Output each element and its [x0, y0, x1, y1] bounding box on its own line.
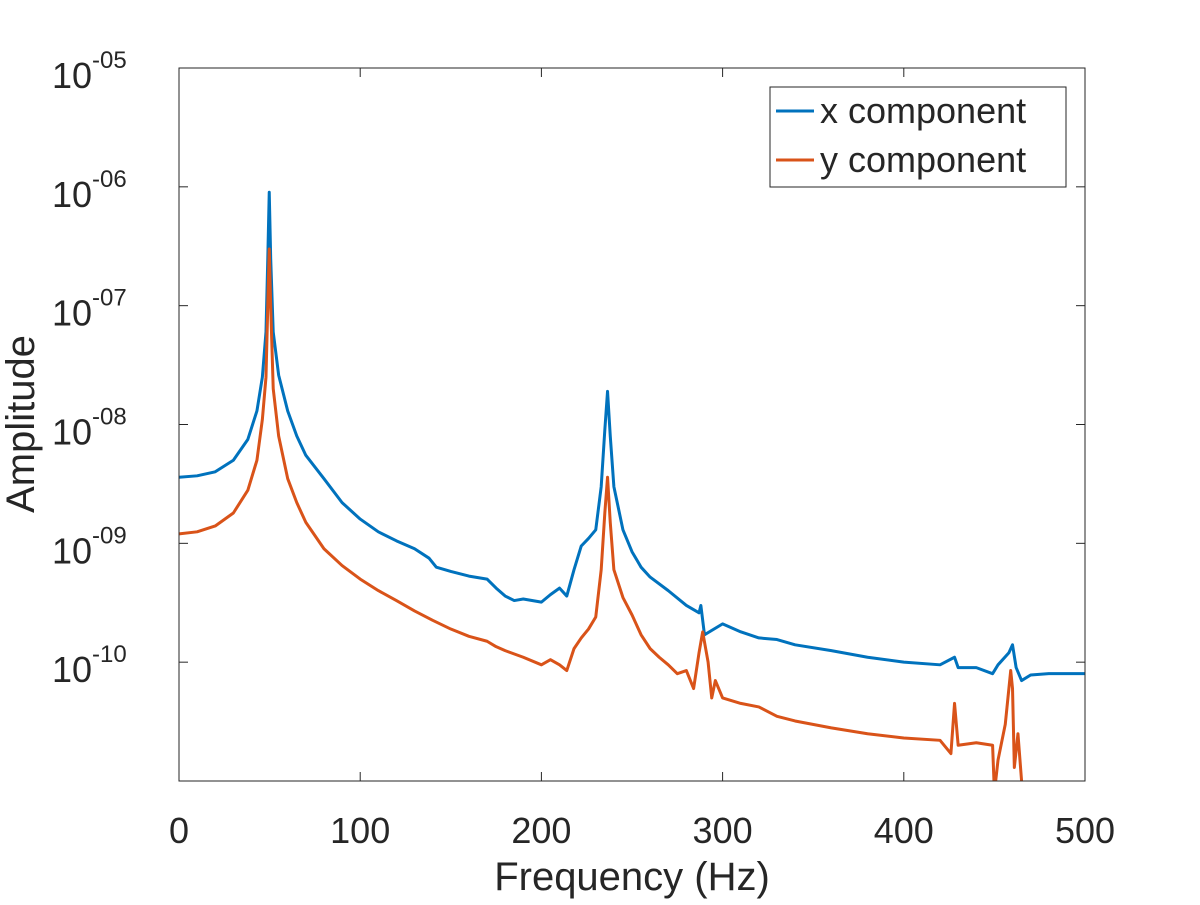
x-tick-label: 300: [693, 810, 753, 851]
y-tick-label: 10-10: [52, 641, 127, 690]
y-tick-label: 10-09: [52, 522, 127, 571]
ticks-layer: [178, 67, 1086, 781]
legend-label-y-component: y component: [820, 139, 1026, 180]
tick-labels-layer: 0 100 200 300 400 500 10-05 10-06 10-07 10-08 10-0…: [52, 47, 1115, 851]
series-line-x-component: [179, 190, 1085, 683]
x-tick-label: 200: [511, 810, 571, 851]
legend-label-x-component: x component: [820, 90, 1026, 131]
x-tick-label: 0: [169, 810, 189, 851]
x-axis-title: Frequency (Hz): [494, 855, 770, 899]
legend: x component y component: [769, 86, 1067, 188]
legend-box: [769, 86, 1067, 188]
series-layer: [179, 190, 1085, 781]
y-tick-label: 10-06: [52, 166, 127, 215]
y-axis-title: Amplitude: [0, 335, 43, 513]
x-tick-label: 400: [874, 810, 934, 851]
y-tick-label: 10-07: [52, 285, 127, 334]
y-tick-label: 10-05: [52, 47, 127, 96]
y-tick-label: 10-08: [52, 404, 127, 453]
x-tick-label: 500: [1055, 810, 1115, 851]
x-tick-label: 100: [330, 810, 390, 851]
series-line-y-component: [179, 247, 1024, 781]
